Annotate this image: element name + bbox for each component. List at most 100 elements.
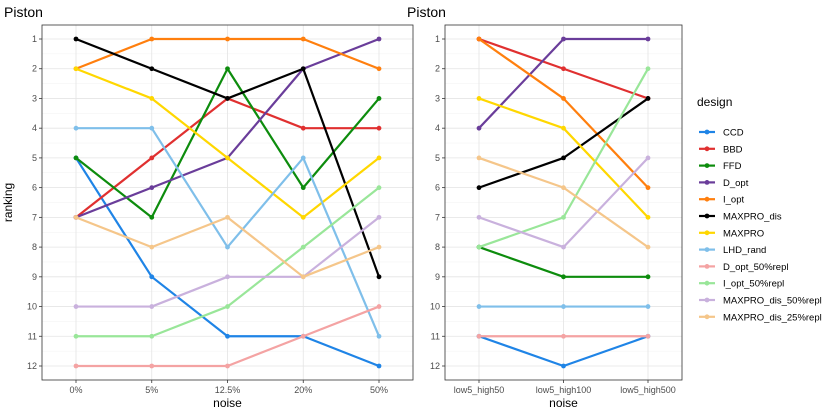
legend-key-point-ffd bbox=[704, 163, 710, 169]
data-point-maxpro-dis-25-repl bbox=[376, 244, 382, 250]
data-point-maxpro-dis-50-repl bbox=[149, 304, 155, 309]
x-tick-label: 5% bbox=[145, 385, 158, 395]
data-point-lhd-rand bbox=[149, 125, 155, 131]
data-point-ffd bbox=[376, 96, 382, 101]
data-point-maxpro-dis-50-repl bbox=[73, 304, 79, 309]
data-point-lhd-rand bbox=[561, 304, 566, 309]
data-point-maxpro bbox=[73, 66, 79, 72]
data-point-d-opt bbox=[149, 185, 155, 191]
x-tick-label: low5_high500 bbox=[620, 385, 676, 395]
data-point-lhd-rand bbox=[376, 333, 382, 339]
data-point-maxpro bbox=[149, 96, 155, 101]
data-point-maxpro-dis-25-repl bbox=[73, 214, 79, 220]
data-point-maxpro-dis-25-repl bbox=[225, 214, 230, 220]
y-tick-label: 2 bbox=[32, 64, 37, 74]
legend-label-d-opt-50-repl: D_opt_50%repl bbox=[723, 262, 789, 273]
data-point-maxpro-dis bbox=[300, 66, 306, 72]
data-point-maxpro-dis-50-repl bbox=[476, 214, 482, 220]
y-axis-title: ranking bbox=[1, 183, 15, 222]
data-point-d-opt bbox=[376, 36, 382, 42]
data-point-maxpro-dis bbox=[645, 96, 651, 101]
data-point-d-opt-50-repl bbox=[225, 363, 230, 369]
y-tick-label: 10 bbox=[27, 302, 37, 312]
data-point-lhd-rand bbox=[73, 125, 79, 131]
legend-key-point-bbd bbox=[704, 146, 710, 152]
x-tick-label: 0% bbox=[69, 385, 82, 395]
legend-label-d-opt: D_opt bbox=[723, 178, 749, 189]
y-tick-label: 3 bbox=[435, 93, 440, 103]
y-tick-label: 8 bbox=[32, 242, 37, 252]
y-tick-label: 11 bbox=[431, 331, 440, 341]
data-point-i-opt-50-repl bbox=[376, 185, 382, 191]
x-tick-label: low5_high100 bbox=[536, 385, 592, 395]
legend-label-maxpro-dis: MAXPRO_dis bbox=[723, 212, 782, 223]
data-point-d-opt-50-repl bbox=[561, 333, 566, 339]
y-tick-label: 12 bbox=[27, 361, 37, 371]
data-point-maxpro-dis-50-repl bbox=[645, 155, 651, 161]
data-point-d-opt-50-repl bbox=[645, 333, 651, 339]
legend-key-point-i-opt-50-repl bbox=[704, 280, 710, 286]
data-point-lhd-rand bbox=[225, 244, 230, 250]
data-point-d-opt bbox=[561, 36, 566, 42]
data-point-i-opt-50-repl bbox=[561, 214, 566, 220]
data-point-d-opt bbox=[476, 125, 482, 131]
legend-label-ccd: CCD bbox=[723, 128, 744, 139]
y-tick-label: 11 bbox=[28, 331, 37, 341]
data-point-maxpro-dis-50-repl bbox=[225, 274, 230, 280]
legend-label-maxpro: MAXPRO bbox=[723, 228, 764, 239]
data-point-bbd bbox=[149, 155, 155, 161]
legend-key-point-i-opt bbox=[704, 196, 710, 202]
data-point-i-opt bbox=[476, 36, 482, 42]
data-point-d-opt-50-repl bbox=[476, 333, 482, 339]
data-point-maxpro-dis-25-repl bbox=[149, 244, 155, 250]
x-axis-title: noise bbox=[549, 396, 578, 410]
legend-key-point-maxpro-dis bbox=[704, 213, 710, 219]
data-point-ffd bbox=[149, 214, 155, 220]
data-point-maxpro-dis-25-repl bbox=[476, 155, 482, 161]
y-tick-label: 9 bbox=[32, 272, 37, 282]
data-point-maxpro bbox=[225, 155, 230, 161]
legend-key-point-d-opt-50-repl bbox=[704, 264, 710, 269]
y-tick-label: 5 bbox=[435, 153, 440, 163]
y-tick-label: 12 bbox=[430, 361, 440, 371]
legend-key-point-lhd-rand bbox=[704, 247, 710, 253]
legend: design CCD BBD FFD D_opt I_opt MAXPRO_dis MAXPR… bbox=[697, 95, 822, 323]
data-point-i-opt-50-repl bbox=[73, 333, 79, 339]
y-tick-label: 9 bbox=[435, 272, 440, 282]
data-point-maxpro-dis-50-repl bbox=[561, 244, 566, 250]
data-point-d-opt bbox=[645, 36, 651, 42]
y-tick-label: 7 bbox=[32, 212, 37, 222]
y-tick-label: 4 bbox=[32, 123, 37, 133]
legend-label-i-opt-50-repl: I_opt_50%repl bbox=[723, 279, 784, 290]
data-point-maxpro-dis bbox=[73, 36, 79, 42]
legend-label-bbd: BBD bbox=[723, 144, 743, 155]
data-point-maxpro bbox=[476, 96, 482, 101]
data-point-maxpro bbox=[300, 214, 306, 220]
data-point-i-opt-50-repl bbox=[645, 66, 651, 72]
y-tick-label: 7 bbox=[435, 212, 440, 222]
data-point-ccd bbox=[561, 363, 566, 369]
data-point-i-opt bbox=[225, 36, 230, 42]
legend-label-maxpro-dis-25-repl: MAXPRO_dis_25%repl bbox=[723, 312, 822, 323]
data-point-d-opt-50-repl bbox=[376, 304, 382, 309]
legend-title: design bbox=[697, 95, 732, 109]
legend-key-point-maxpro-dis-25-repl bbox=[704, 314, 710, 320]
data-point-i-opt bbox=[376, 66, 382, 72]
y-tick-label: 1 bbox=[32, 34, 37, 44]
data-point-maxpro-dis bbox=[376, 274, 382, 280]
data-point-ffd bbox=[73, 155, 79, 161]
data-point-d-opt-50-repl bbox=[73, 363, 79, 369]
data-point-i-opt bbox=[300, 36, 306, 42]
x-tick-label: low5_high50 bbox=[454, 385, 505, 395]
y-tick-label: 8 bbox=[435, 242, 440, 252]
data-point-maxpro bbox=[376, 155, 382, 161]
data-point-d-opt-50-repl bbox=[149, 363, 155, 369]
data-point-d-opt-50-repl bbox=[300, 333, 306, 339]
data-point-maxpro-dis-25-repl bbox=[645, 244, 651, 250]
x-axis-title: noise bbox=[213, 396, 242, 410]
legend-label-i-opt: I_opt bbox=[723, 195, 744, 206]
data-point-ccd bbox=[149, 274, 155, 280]
